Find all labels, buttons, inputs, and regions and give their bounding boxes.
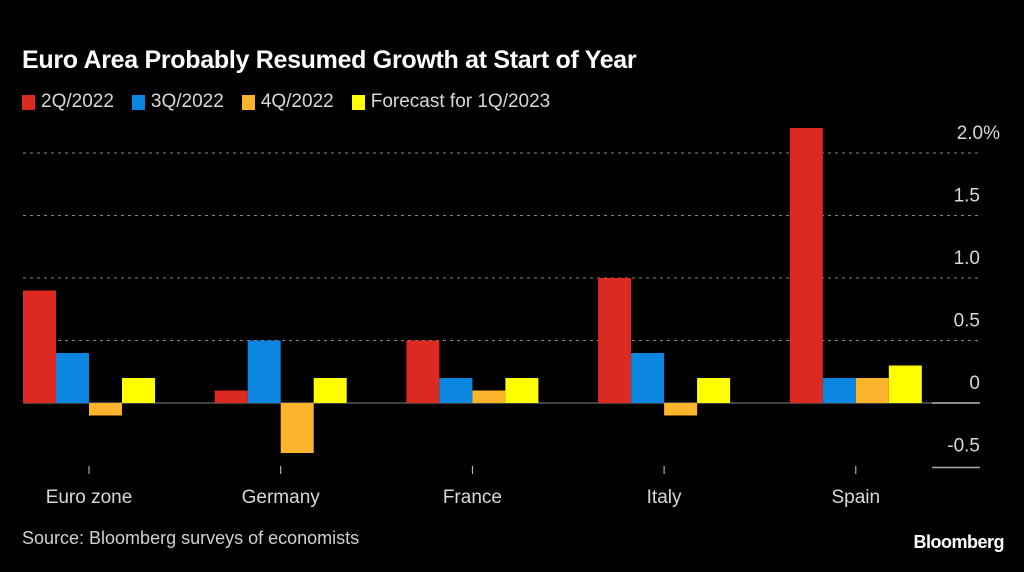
bar-spain-2q-2022 [789,128,823,403]
bar-france-3q-2022 [439,378,473,403]
legend-label-forecast-1q2023: Forecast for 1Q/2023 [370,91,551,112]
legend-item-forecast-1q2023: Forecast for 1Q/2023 [351,91,551,113]
bar-euro-zone-2q-2022 [23,290,56,403]
bar-germany-2q-2022 [214,390,248,403]
bar-germany-4q-2022 [280,403,314,453]
x-tick-label-france: France [443,487,502,508]
bar-italy-4q-2022 [664,403,698,416]
legend-swatch-2q2022 [22,94,35,110]
bar-france-4q-2022 [472,390,506,403]
legend-label-3q2022: 3Q/2022 [150,91,224,112]
bar-euro-zone-forecast-for-1q-2023 [122,378,155,403]
bar-spain-3q-2022 [822,378,856,403]
y-tick-label-0: 0 [969,373,980,394]
bar-italy-forecast-for-1q-2023 [697,378,731,403]
bar-italy-2q-2022 [598,278,632,403]
legend-label-4q2022: 4Q/2022 [260,91,334,112]
x-tick-label-spain: Spain [831,487,880,508]
bar-france-2q-2022 [406,340,440,403]
chart-title: Euro Area Probably Resumed Growth at Sta… [22,46,637,74]
legend-swatch-4q2022 [241,94,255,110]
legend-swatch-forecast-1q2023 [351,94,365,110]
bar-spain-forecast-for-1q-2023 [888,365,922,403]
legend-swatch-3q2022 [131,94,145,110]
legend-item-4q2022: 4Q/2022 [241,91,334,113]
bar-italy-3q-2022 [631,353,665,403]
gridlines [23,152,980,469]
x-tick-label-euro-zone: Euro zone [46,487,133,508]
bar-euro-zone-3q-2022 [56,353,89,403]
bar-euro-zone-4q-2022 [89,403,122,416]
bar-germany-3q-2022 [247,340,281,403]
x-axis: Euro zone Germany France Italy Spain [46,466,880,508]
legend: 2Q/2022 3Q/2022 4Q/2022 Forecast for 1Q/… [22,91,568,113]
legend-item-2q2022: 2Q/2022 [22,91,114,113]
bar-germany-forecast-for-1q-2023 [313,378,347,403]
legend-label-2q2022: 2Q/2022 [41,91,114,112]
legend-item-3q2022: 3Q/2022 [131,91,224,113]
y-tick-label-2-0: 2.0% [957,123,1000,144]
y-tick-label-1-5: 1.5 [954,186,980,207]
x-tick-label-italy: Italy [647,487,682,508]
y-tick-label-0-5: -0.5 [947,436,980,457]
bloomberg-logo: Bloomberg [913,532,1004,552]
bar-france-forecast-for-1q-2023 [505,378,539,403]
y-axis: 2.0% 1.5 1.0 0.5 0 -0.5 [947,123,1000,457]
source-note: Source: Bloomberg surveys of economists [22,528,360,548]
bars [23,128,922,453]
y-tick-label-1-0: 1.0 [954,248,980,269]
x-tick-label-germany: Germany [242,487,321,508]
bar-spain-4q-2022 [855,378,889,403]
y-tick-label-0-5: 0.5 [954,311,980,332]
